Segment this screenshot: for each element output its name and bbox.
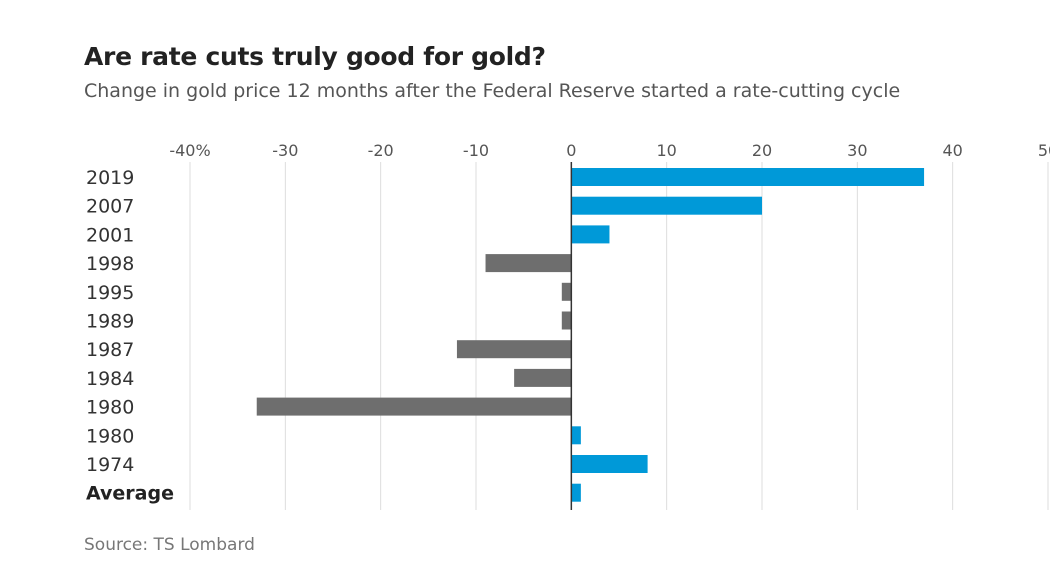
category-label: 2007 bbox=[86, 196, 134, 218]
bar bbox=[571, 225, 610, 244]
category-labels: 2019 2007 2001 1998 1995 1989 1987 1984 1980 1980… bbox=[86, 167, 174, 505]
bar bbox=[514, 368, 572, 387]
x-tick-label: 30 bbox=[847, 141, 867, 160]
category-label: Average bbox=[86, 483, 174, 505]
x-tick-label: 40 bbox=[942, 141, 962, 160]
category-label: 1980 bbox=[86, 425, 134, 447]
x-tick-label: -40% bbox=[169, 141, 210, 160]
bar bbox=[561, 282, 572, 301]
bar bbox=[571, 455, 648, 473]
bar bbox=[561, 311, 572, 330]
bar bbox=[571, 168, 925, 186]
grid-lines bbox=[189, 162, 1049, 510]
x-tick-label: -30 bbox=[272, 141, 298, 160]
bar bbox=[456, 340, 572, 359]
x-tick-label: -10 bbox=[463, 141, 489, 160]
category-label: 1987 bbox=[86, 339, 134, 361]
bar bbox=[571, 196, 762, 215]
category-label: 1998 bbox=[86, 253, 134, 275]
category-label: 1980 bbox=[86, 397, 134, 419]
x-tick-label: 10 bbox=[656, 141, 676, 160]
category-label: 1984 bbox=[86, 368, 134, 390]
x-axis-ticks: -40% -30 -20 -10 0 10 20 30 40 50 bbox=[169, 141, 1050, 160]
chart-title: Are rate cuts truly good for gold? bbox=[84, 42, 546, 71]
bar bbox=[571, 483, 581, 502]
category-label: 2001 bbox=[86, 224, 134, 246]
bar bbox=[256, 397, 572, 416]
bar bbox=[485, 254, 572, 273]
bar bbox=[571, 426, 581, 445]
x-tick-label: 50 bbox=[1038, 141, 1050, 160]
chart-subtitle: Change in gold price 12 months after the… bbox=[84, 80, 901, 102]
category-label: 2019 bbox=[86, 167, 134, 189]
source-note: Source: TS Lombard bbox=[84, 535, 255, 555]
x-tick-label: -20 bbox=[368, 141, 394, 160]
category-label: 1995 bbox=[86, 282, 134, 304]
x-tick-label: 20 bbox=[752, 141, 772, 160]
x-tick-label: 0 bbox=[566, 141, 576, 160]
category-label: 1974 bbox=[86, 454, 134, 476]
bars bbox=[256, 168, 925, 502]
category-label: 1989 bbox=[86, 311, 134, 333]
